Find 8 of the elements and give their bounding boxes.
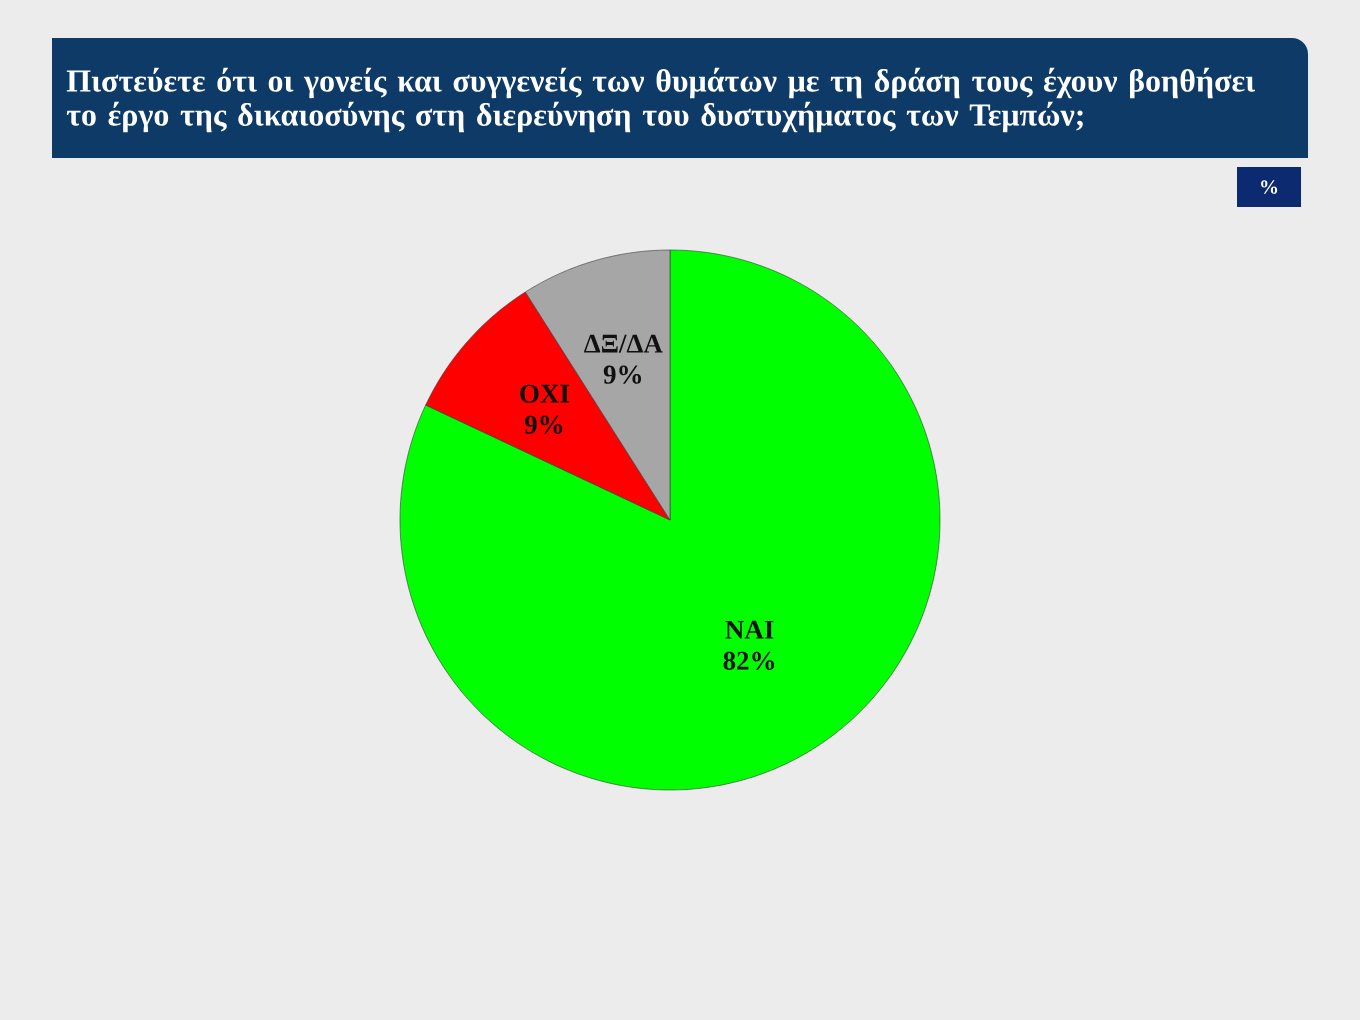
text: % (1261, 180, 1278, 194)
chart-title: Πιστεύετε ότι οι γονείς και συγγενείς των θυμάτων με τη δράση τους έχουν βοηθήσει το έργο της δικαιοσύνης στη διερεύνηση του δυστυχήματος των Τεμπών; (66, 67, 1255, 133)
data-label: 9% (603, 365, 642, 384)
slice-label: ΔΞ/ΔΑ (584, 334, 663, 353)
slice-label: ΝΑΙ (725, 620, 774, 639)
data-label: 9% (524, 415, 563, 434)
slice-label: ΟΧΙ (520, 384, 570, 403)
data-label: 82% (723, 651, 775, 670)
